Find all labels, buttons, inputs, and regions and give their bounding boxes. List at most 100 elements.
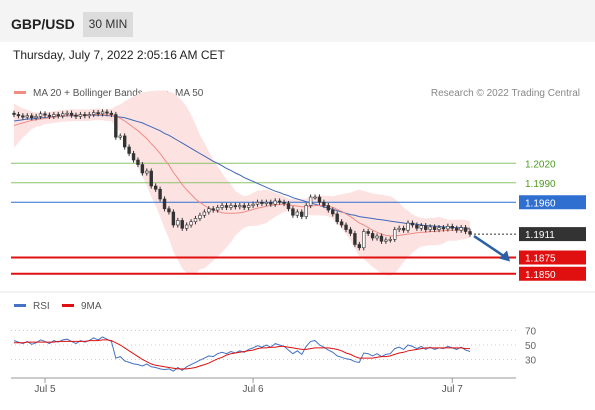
level-lines-layer (11, 162, 516, 275)
candle-body (30, 115, 34, 119)
candle-body (171, 211, 176, 226)
candle-body (65, 112, 69, 115)
candle-body (105, 111, 109, 114)
candle-body (16, 114, 21, 117)
candle-body (87, 114, 91, 117)
candle-body (202, 211, 207, 216)
candle-body (140, 164, 145, 174)
candle-body (428, 226, 432, 230)
candle-body (401, 227, 406, 231)
candle-body (277, 200, 282, 203)
candle-body (193, 218, 198, 223)
candle-body (419, 225, 424, 229)
forecast-arrow-head (499, 250, 510, 262)
candle-body (167, 208, 171, 213)
level-label-support: 1.1850 (525, 270, 556, 281)
candle-body (468, 231, 472, 235)
x-tick-label: Jul 6 (243, 384, 265, 395)
header-bar: GBP/USD 30 MIN (0, 0, 595, 42)
candle-body (450, 226, 454, 229)
candle-body (145, 170, 149, 174)
rsi-legend-swatch (14, 304, 26, 307)
candle-body (12, 112, 16, 115)
rsi-tick-label: 50 (525, 341, 537, 352)
candle-body (269, 201, 273, 205)
rsi-tick-label: 70 (525, 327, 537, 338)
forecast-arrow-layer (473, 235, 510, 262)
level-label-bg (519, 266, 586, 281)
candle-body (393, 229, 397, 240)
x-tick-label: Jul 7 (442, 384, 464, 395)
candle-body (176, 220, 180, 226)
candle-body (83, 114, 87, 117)
candle-body (211, 208, 215, 211)
candle-body (224, 205, 229, 208)
candle-body (432, 226, 437, 230)
rsi-ma-legend-label: 9MA (81, 301, 102, 312)
bollinger-band-layer (14, 90, 470, 276)
level-label-pivot: 1.1960 (525, 198, 556, 209)
rsi-layer: 70 50 30 (11, 327, 537, 372)
candle-body (286, 203, 291, 210)
rsi-line (13, 336, 471, 372)
candle-body (437, 227, 441, 230)
candle-body (162, 198, 167, 210)
candle-body (331, 209, 335, 215)
report-timestamp: Thursday, July 7, 2022 2:05:16 AM CET (13, 48, 225, 62)
candle-body (282, 201, 286, 204)
candle-body (220, 205, 224, 208)
rsi-ma-legend-swatch (62, 304, 74, 307)
candle-body (353, 233, 357, 245)
level-labels-layer: 1.2020 1.1990 1.1960 1.1911 1.1875 1.1850 (519, 159, 586, 281)
candle-body (308, 196, 313, 206)
candle-body (74, 114, 78, 117)
candle-body (339, 221, 344, 226)
rsi-tick-label: 30 (525, 356, 537, 367)
rsi-legend-label: RSI (33, 301, 50, 312)
candle-body (366, 231, 370, 234)
candle-body (215, 207, 220, 211)
level-label-bg (519, 250, 586, 265)
candle-body (344, 224, 348, 230)
candle-body (397, 227, 401, 230)
candle-body (69, 112, 74, 116)
candle-body (251, 203, 255, 206)
research-credit: Research © 2022 Trading Central (431, 88, 580, 99)
level-label-support: 1.1875 (525, 254, 556, 265)
x-tick-label: Jul 5 (34, 384, 56, 395)
candle-body (304, 205, 308, 217)
candles-layer (12, 109, 472, 251)
bollinger-band (14, 90, 470, 276)
candle-body (313, 196, 317, 199)
level-label-last: 1.1911 (525, 230, 555, 241)
candle-body (260, 201, 264, 204)
candle-body (357, 244, 362, 249)
candle-body (207, 208, 211, 213)
candle-body (109, 112, 114, 115)
candle-body (184, 224, 189, 229)
candle-body (122, 135, 127, 148)
candle-body (43, 113, 47, 116)
candle-body (242, 205, 246, 208)
candle-body (34, 116, 38, 119)
candle-body (463, 227, 468, 232)
candle-body (189, 221, 193, 226)
candle-body (415, 224, 419, 229)
ma50-legend-label: MA 50 (175, 88, 204, 99)
rsi-legend: RSI 9MA (14, 301, 102, 312)
level-label-resistance: 1.2020 (525, 159, 556, 170)
candle-body (424, 225, 428, 230)
timeframe-button[interactable]: 30 MIN (83, 12, 133, 37)
candle-body (52, 114, 56, 117)
candle-body (406, 222, 410, 231)
candle-body (335, 213, 339, 223)
main-legend: MA 20 + Bollinger Bands MA 50 Research ©… (14, 88, 580, 99)
candle-body (459, 227, 463, 231)
candle-body (38, 113, 43, 117)
candle-body (370, 233, 375, 239)
candle-body (264, 201, 269, 204)
candle-body (455, 227, 459, 231)
candle-body (131, 153, 136, 161)
candle-body (379, 235, 384, 242)
